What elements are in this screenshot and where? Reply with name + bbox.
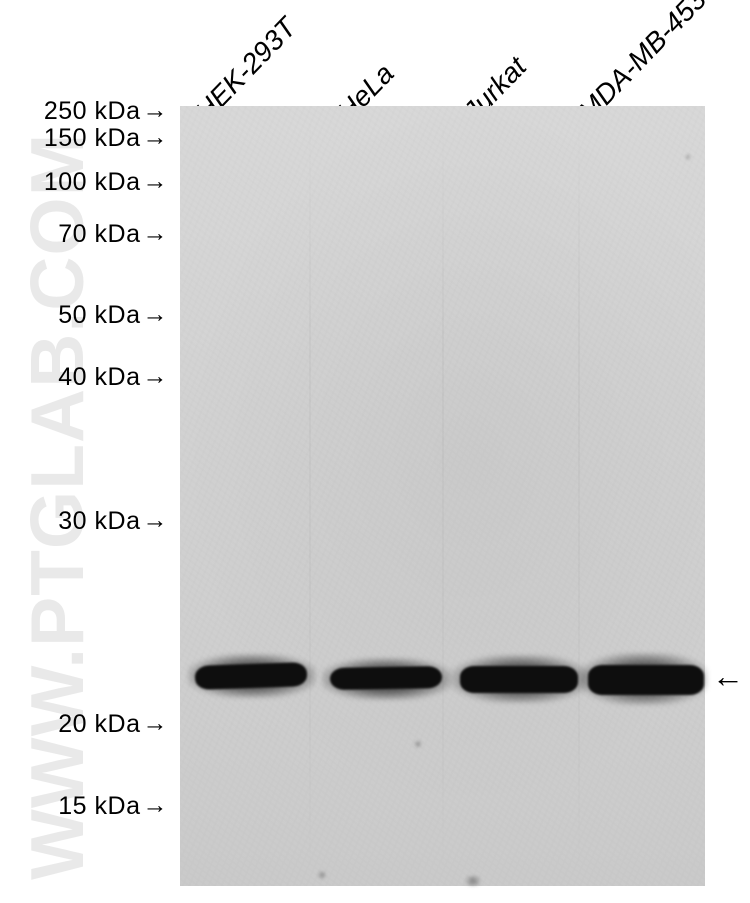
lane-edge: [442, 106, 444, 886]
mw-marker: 100 kDa→: [44, 168, 168, 197]
mw-marker-label: 15 kDa: [58, 792, 140, 821]
mw-marker-label: 70 kDa: [58, 220, 140, 249]
mw-marker: 250 kDa→: [44, 97, 168, 126]
mw-marker: 50 kDa→: [58, 301, 168, 330]
arrow-right-icon: →: [143, 96, 169, 125]
lane-edge: [309, 106, 311, 886]
arrow-right-icon: →: [143, 300, 169, 329]
mw-marker: 20 kDa→: [58, 710, 168, 739]
mw-marker-label: 30 kDa: [58, 507, 140, 536]
mw-marker: 150 kDa→: [44, 124, 168, 153]
mw-marker: 40 kDa→: [58, 363, 168, 392]
membrane-speck: [685, 154, 691, 160]
blot-membrane: [180, 106, 705, 886]
figure-container: WWW.PTGLAB.COM 250 kDa→150 kDa→100 kDa→7…: [0, 0, 750, 903]
arrow-right-icon: →: [143, 219, 169, 248]
mw-marker-label: 150 kDa: [44, 124, 141, 153]
band: [460, 666, 578, 693]
arrow-right-icon: →: [143, 362, 169, 391]
mw-marker-label: 40 kDa: [58, 363, 140, 392]
band-pointer-arrow: ←: [712, 658, 744, 695]
band: [195, 662, 308, 690]
mw-marker: 15 kDa→: [58, 792, 168, 821]
mw-marker-label: 250 kDa: [44, 97, 141, 126]
membrane-speck: [317, 871, 327, 879]
mw-marker: 30 kDa→: [58, 507, 168, 536]
arrow-right-icon: →: [143, 123, 169, 152]
membrane-speck: [462, 876, 484, 886]
arrow-right-icon: →: [143, 167, 169, 196]
band: [330, 666, 442, 690]
arrow-right-icon: →: [143, 709, 169, 738]
mw-marker-label: 100 kDa: [44, 168, 141, 197]
arrow-right-icon: →: [143, 791, 169, 820]
band: [588, 665, 704, 695]
lane-edge: [578, 106, 580, 886]
mw-marker-label: 50 kDa: [58, 301, 140, 330]
arrow-right-icon: →: [143, 506, 169, 535]
mw-marker: 70 kDa→: [58, 220, 168, 249]
membrane-speck: [414, 740, 422, 748]
mw-marker-label: 20 kDa: [58, 710, 140, 739]
